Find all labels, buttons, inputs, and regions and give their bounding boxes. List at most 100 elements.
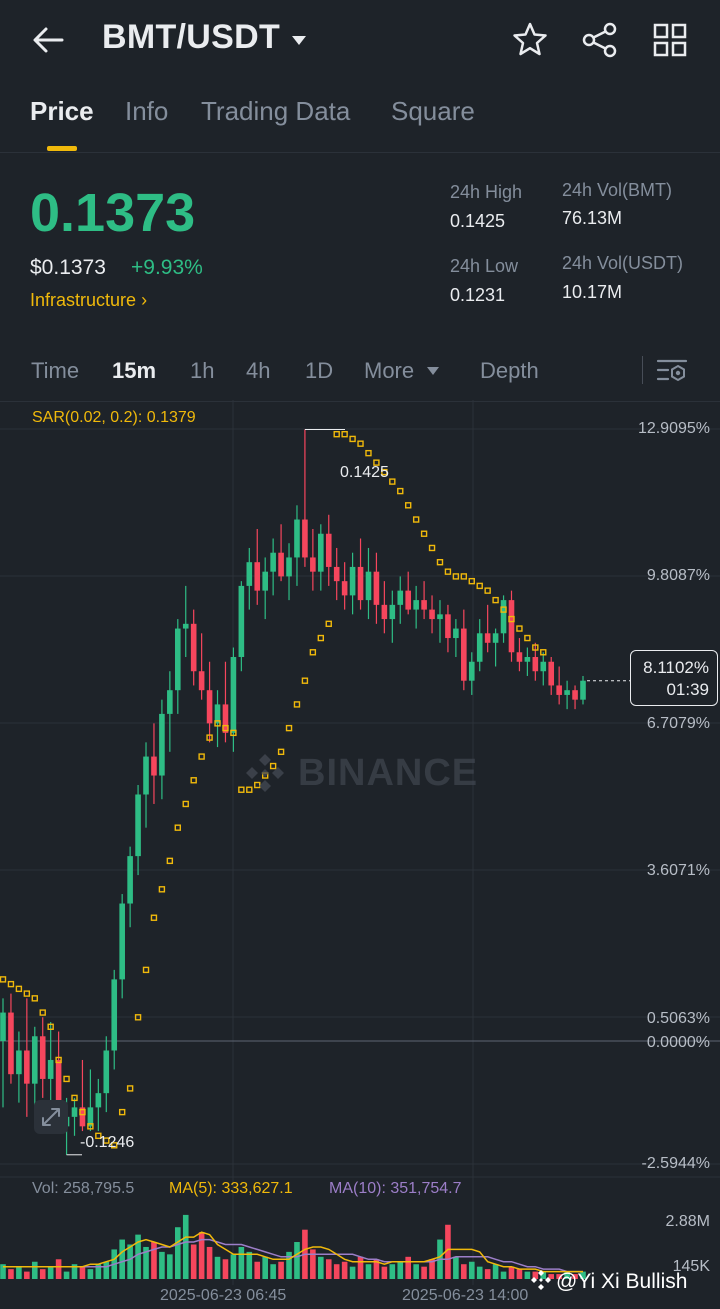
volume-bar	[540, 1271, 547, 1279]
chevron-down-icon[interactable]	[292, 36, 306, 45]
active-tab-indicator	[47, 146, 77, 151]
ma10-label: MA(10): 351,754.7	[329, 1180, 462, 1197]
candle-body	[182, 623, 189, 629]
sar-point	[166, 857, 174, 865]
candle-body	[437, 614, 443, 620]
volume-bar	[95, 1264, 102, 1279]
tf-time[interactable]: Time	[31, 358, 80, 383]
sar-point	[357, 440, 364, 447]
candlestick-chart[interactable]	[0, 400, 720, 1309]
back-arrow-icon[interactable]	[28, 22, 68, 58]
volume-bar	[254, 1261, 261, 1279]
sar-point	[230, 729, 237, 737]
tf-depth[interactable]: Depth	[480, 358, 539, 383]
candle-body	[318, 533, 324, 572]
sar-point	[87, 1123, 94, 1130]
expand-chart-button[interactable]	[34, 1100, 68, 1134]
candle-body	[31, 1036, 38, 1084]
volume-bar	[127, 1244, 133, 1279]
sar-point	[460, 573, 468, 580]
sar-point	[428, 544, 436, 552]
more-chevron-down-icon[interactable]	[427, 367, 439, 375]
sar-point	[126, 1085, 134, 1092]
sar-point	[476, 582, 483, 590]
sar-point	[492, 596, 499, 604]
indicator-settings-icon[interactable]	[656, 357, 688, 385]
sar-point	[277, 748, 285, 756]
sar-point	[468, 577, 475, 585]
sar-point	[190, 777, 197, 784]
volume-bar	[413, 1264, 419, 1279]
ma5-line	[3, 1231, 583, 1273]
candle-body	[16, 1050, 22, 1075]
tf-4h[interactable]: 4h	[246, 358, 271, 383]
tf-15m[interactable]: 15m	[112, 358, 157, 383]
volume-bar	[238, 1246, 245, 1279]
ma5-label: MA(5): 333,627.1	[169, 1180, 293, 1197]
star-icon[interactable]	[510, 20, 550, 60]
candle-body	[548, 661, 555, 686]
high-value: 0.1425	[450, 211, 506, 231]
price-axis-label: 3.6071%	[646, 862, 710, 879]
volume-bar	[453, 1256, 459, 1279]
volume-bar	[190, 1244, 197, 1279]
volume-bar	[421, 1266, 427, 1279]
sar-point	[436, 558, 444, 566]
sar-point	[333, 430, 340, 438]
sar-point	[325, 620, 332, 628]
candle-body	[79, 1107, 86, 1127]
tf-more[interactable]: More	[364, 358, 415, 383]
tab-square[interactable]: Square	[391, 96, 475, 126]
vol-bmt-value: 76.13M	[562, 208, 623, 228]
main-tabs: Price Info Trading Data Square	[0, 96, 720, 152]
candle-body	[286, 557, 292, 577]
sar-point	[31, 995, 38, 1002]
volume-label: Vol: 258,795.5	[32, 1180, 135, 1197]
volume-bar	[389, 1264, 396, 1279]
sar-point	[95, 1132, 102, 1140]
volume-bar	[135, 1234, 141, 1279]
candle-body	[556, 685, 562, 695]
high-label: 24h High	[450, 182, 523, 202]
tf-1d[interactable]: 1D	[305, 358, 334, 383]
volume-bar	[349, 1266, 356, 1279]
sar-point	[23, 990, 31, 997]
tf-1h[interactable]: 1h	[190, 358, 215, 383]
candle-body	[389, 604, 396, 620]
share-icon[interactable]	[580, 20, 620, 60]
candle-body	[325, 533, 332, 567]
candle-body	[580, 680, 586, 700]
volume-bar	[0, 1264, 6, 1279]
sar-point	[182, 800, 189, 808]
sar-point	[444, 568, 452, 575]
sar-point	[412, 516, 420, 523]
candle-body	[365, 571, 372, 601]
pair-title[interactable]: BMT/USDT	[102, 18, 281, 56]
volume-bar	[500, 1271, 507, 1279]
header-bar: BMT/USDT	[0, 0, 720, 80]
tab-trading-data[interactable]: Trading Data	[201, 96, 351, 126]
divider	[0, 401, 720, 402]
candle-body	[572, 690, 578, 700]
price-axis-label: -2.5944%	[641, 1155, 711, 1172]
volume-bar	[310, 1249, 316, 1279]
sar-point	[365, 449, 372, 457]
volume-bar	[79, 1266, 86, 1279]
sar-point	[63, 1075, 70, 1083]
tab-info[interactable]: Info	[125, 96, 169, 126]
grid-icon[interactable]	[650, 20, 690, 60]
current-pct: 8.1102%	[643, 658, 709, 677]
sector-tag[interactable]: Infrastructure ›	[30, 290, 147, 311]
volume-bar	[24, 1271, 30, 1279]
sar-point	[222, 724, 229, 732]
candle-body	[119, 903, 125, 980]
volume-bar	[143, 1246, 149, 1279]
volume-bar	[357, 1256, 364, 1279]
volume-bar	[381, 1266, 388, 1279]
candle-body	[222, 704, 229, 733]
tab-price[interactable]: Price	[30, 96, 94, 126]
expand-icon	[42, 1108, 60, 1126]
candle-body	[143, 756, 149, 795]
candle-body	[508, 600, 515, 653]
sar-point	[516, 625, 523, 632]
